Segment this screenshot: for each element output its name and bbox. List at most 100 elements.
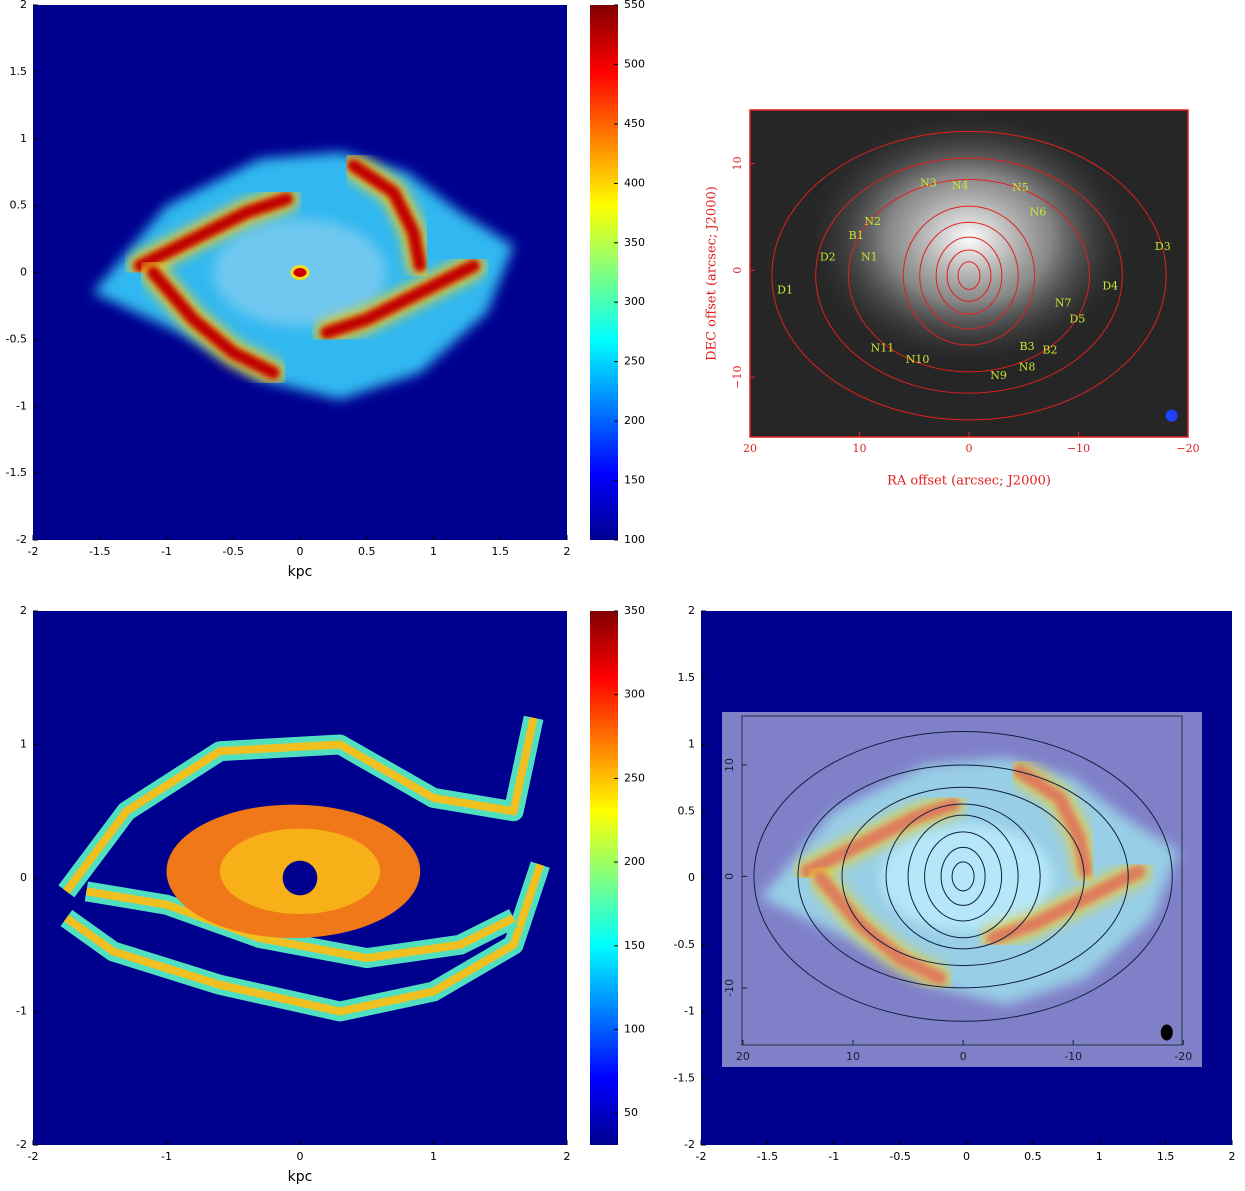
y-tick-label: 0 <box>723 873 736 880</box>
x-tick-label: -10 <box>1064 1050 1082 1063</box>
y-tick-label: 0.5 <box>10 199 28 212</box>
region-label: N5 <box>1012 181 1029 194</box>
colorbar <box>590 611 618 1145</box>
plot-area <box>33 611 567 1145</box>
y-tick-label: 0.5 <box>678 804 696 817</box>
x-tick-label: 0 <box>297 1150 304 1163</box>
y-tick-label: 10 <box>723 758 736 772</box>
y-tick-label: -1 <box>16 1005 27 1018</box>
x-tick-label: -1 <box>161 1150 172 1163</box>
region-label: N4 <box>952 179 969 192</box>
colorbar-tick-label: 500 <box>624 57 645 70</box>
x-tick-label: −10 <box>1067 442 1090 455</box>
region-label: D1 <box>777 284 793 297</box>
x-tick-label: -0.5 <box>223 545 244 558</box>
x-tick-label: -1 <box>161 545 172 558</box>
colorbar-tick-label: 350 <box>624 604 645 617</box>
x-axis-label: kpc <box>288 1169 313 1185</box>
colorbar-tick-label: 150 <box>624 939 645 952</box>
y-tick-label: -0.5 <box>6 332 27 345</box>
colorbar-tick-label: 100 <box>624 533 645 546</box>
region-label: N7 <box>1055 296 1072 309</box>
colorbar-tick-label: 200 <box>624 414 645 427</box>
y-tick-label: -1 <box>684 1005 695 1018</box>
nucleus <box>292 267 308 279</box>
x-tick-label: 1 <box>430 1150 437 1163</box>
colorbar-tick-label: 400 <box>624 176 645 189</box>
hole <box>283 861 318 896</box>
region-label: D5 <box>1069 312 1085 325</box>
x-tick-label: -0.5 <box>889 1150 910 1163</box>
y-tick-label: -1 <box>16 399 27 412</box>
region-label: N8 <box>1019 361 1036 374</box>
colorbar <box>590 5 618 540</box>
x-tick-label: 1.5 <box>1157 1150 1175 1163</box>
y-tick-label: 0 <box>20 871 27 884</box>
x-axis-label: kpc <box>288 564 313 580</box>
region-label: D3 <box>1155 240 1171 253</box>
y-axis-label: DEC offset (arcsec; J2000) <box>705 186 720 361</box>
region-label: N3 <box>920 177 937 190</box>
y-tick-label: 1 <box>20 738 27 751</box>
x-tick-label: −20 <box>1176 442 1199 455</box>
y-tick-label: -0.5 <box>674 938 695 951</box>
region-label: N2 <box>864 215 881 228</box>
colorbar-tick-label: 550 <box>624 0 645 11</box>
colorbar-tick-label: 350 <box>624 236 645 249</box>
plot-area <box>33 5 567 540</box>
y-tick-label: −10 <box>731 366 744 389</box>
x-tick-label: -20 <box>1174 1050 1192 1063</box>
y-tick-label: 2 <box>20 0 27 11</box>
region-label: B3 <box>1019 340 1034 353</box>
y-tick-label: 1.5 <box>678 671 696 684</box>
region-label: D4 <box>1102 279 1118 292</box>
y-tick-label: 1 <box>20 132 27 145</box>
x-tick-label: 0.5 <box>1024 1150 1042 1163</box>
x-tick-label: -1 <box>828 1150 839 1163</box>
x-tick-label: 0.5 <box>358 545 376 558</box>
x-tick-label: 0 <box>966 442 973 455</box>
x-tick-label: 1 <box>1096 1150 1103 1163</box>
colorbar-tick-label: 300 <box>624 688 645 701</box>
y-tick-label: 2 <box>20 604 27 617</box>
x-tick-label: -2 <box>696 1150 707 1163</box>
plot-area <box>701 611 1232 1145</box>
x-tick-label: 20 <box>743 442 757 455</box>
region-label: N11 <box>871 341 895 354</box>
y-tick-label: -2 <box>16 533 27 546</box>
plot-area <box>750 110 1188 437</box>
x-tick-label: 0 <box>963 1150 970 1163</box>
region-label: D2 <box>820 250 836 263</box>
x-axis-label: RA offset (arcsec; J2000) <box>887 474 1051 489</box>
x-tick-label: 10 <box>853 442 867 455</box>
y-tick-label: -1.5 <box>674 1071 695 1084</box>
x-tick-label: 0 <box>297 545 304 558</box>
x-tick-label: -2 <box>28 1150 39 1163</box>
colorbar-tick-label: 450 <box>624 117 645 130</box>
region-label: N1 <box>861 250 878 263</box>
y-tick-label: 0 <box>20 266 27 279</box>
x-tick-label: 1 <box>430 545 437 558</box>
y-tick-label: 2 <box>688 604 695 617</box>
colorbar-tick-label: 50 <box>624 1106 638 1119</box>
y-tick-label: -2 <box>684 1138 695 1151</box>
region-label: B2 <box>1042 343 1057 356</box>
x-tick-label: -2 <box>28 545 39 558</box>
y-tick-label: -10 <box>723 979 736 997</box>
y-tick-label: 10 <box>731 156 744 170</box>
x-tick-label: 2 <box>1229 1150 1236 1163</box>
colorbar-tick-label: 100 <box>624 1022 645 1035</box>
colorbar-tick-label: 150 <box>624 474 645 487</box>
y-tick-label: 1 <box>688 738 695 751</box>
x-tick-label: 2 <box>564 1150 571 1163</box>
x-tick-label: 1.5 <box>492 545 510 558</box>
colorbar-tick-label: 200 <box>624 855 645 868</box>
figure: -2 -1.5 -1 -0.5 0 0.5 1 1.5 2 -2 -1.5 -1 -0.5 0 0.5 1 1.… <box>0 0 1245 1191</box>
region-label: N6 <box>1030 206 1047 219</box>
y-tick-label: -1.5 <box>6 466 27 479</box>
x-tick-label: -1.5 <box>89 545 110 558</box>
y-tick-label: 0 <box>731 267 744 274</box>
y-tick-label: 0 <box>688 871 695 884</box>
beam <box>1166 410 1178 422</box>
region-label: N9 <box>990 369 1007 382</box>
